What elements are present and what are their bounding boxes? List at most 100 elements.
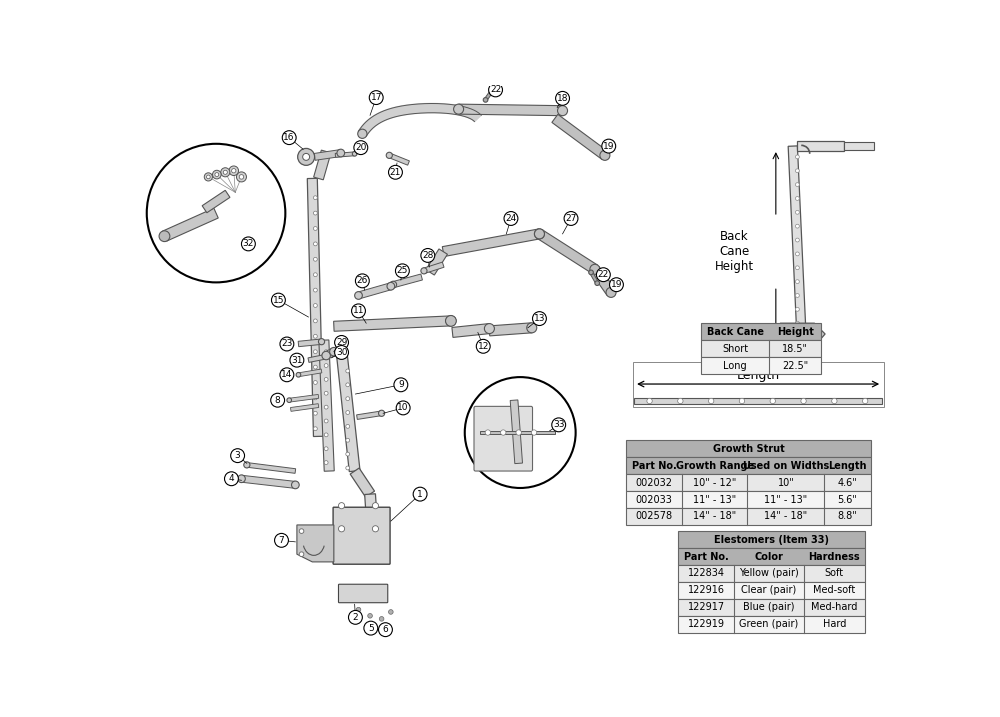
Circle shape [446, 316, 456, 326]
Polygon shape [334, 316, 451, 331]
Polygon shape [426, 249, 447, 275]
Circle shape [564, 212, 578, 225]
Circle shape [804, 331, 809, 337]
Polygon shape [241, 475, 296, 488]
Circle shape [204, 173, 212, 181]
Bar [633, 363, 884, 407]
Circle shape [552, 418, 566, 432]
Circle shape [484, 323, 494, 333]
Polygon shape [552, 114, 608, 159]
Circle shape [292, 481, 299, 489]
Text: Hardness: Hardness [809, 551, 860, 561]
Circle shape [795, 308, 799, 311]
Circle shape [534, 229, 544, 239]
Circle shape [318, 338, 325, 345]
Text: 17: 17 [370, 93, 382, 102]
Text: 22: 22 [490, 85, 501, 95]
Circle shape [395, 264, 409, 277]
Circle shape [413, 488, 427, 501]
Text: 6: 6 [383, 625, 388, 634]
Text: 18: 18 [557, 94, 568, 103]
Circle shape [795, 266, 799, 270]
Circle shape [355, 274, 369, 288]
Bar [626, 440, 871, 457]
Text: Growth
Strut
Length: Growth Strut Length [736, 339, 781, 382]
Circle shape [346, 397, 350, 401]
Circle shape [795, 335, 799, 339]
Circle shape [795, 196, 799, 200]
Circle shape [476, 339, 490, 353]
Polygon shape [358, 103, 481, 136]
Circle shape [280, 337, 294, 351]
Circle shape [421, 267, 427, 274]
Polygon shape [335, 152, 355, 157]
Polygon shape [797, 141, 844, 151]
Circle shape [346, 438, 350, 442]
Circle shape [801, 398, 806, 404]
Polygon shape [358, 283, 392, 299]
Circle shape [324, 391, 328, 395]
Text: 10: 10 [397, 404, 409, 412]
Text: 4.6": 4.6" [838, 478, 857, 488]
Circle shape [313, 212, 317, 215]
FancyBboxPatch shape [474, 407, 533, 471]
Circle shape [221, 168, 230, 177]
Text: 122834: 122834 [688, 569, 725, 579]
Circle shape [313, 288, 317, 292]
Circle shape [489, 83, 502, 97]
Polygon shape [336, 351, 360, 472]
Circle shape [298, 148, 315, 166]
Circle shape [396, 401, 410, 415]
Circle shape [602, 139, 616, 153]
Circle shape [358, 129, 367, 138]
Circle shape [795, 280, 799, 283]
Circle shape [795, 347, 800, 352]
Text: 13: 13 [534, 314, 545, 323]
Text: 26: 26 [357, 276, 368, 285]
Circle shape [324, 460, 328, 465]
Circle shape [590, 265, 600, 275]
Text: 14" - 18": 14" - 18" [693, 511, 736, 521]
Circle shape [346, 424, 350, 428]
Circle shape [313, 427, 317, 431]
Circle shape [516, 430, 521, 435]
Text: 122917: 122917 [688, 602, 725, 612]
Circle shape [225, 472, 238, 485]
Circle shape [313, 412, 317, 415]
Circle shape [337, 149, 345, 157]
Circle shape [355, 292, 362, 299]
Circle shape [795, 224, 799, 228]
Circle shape [313, 242, 317, 246]
Circle shape [739, 398, 745, 404]
FancyBboxPatch shape [338, 584, 388, 603]
Text: 002033: 002033 [636, 495, 673, 505]
Text: 25: 25 [397, 266, 408, 275]
Text: 12: 12 [478, 342, 489, 351]
Text: Height: Height [777, 327, 814, 337]
Circle shape [232, 168, 236, 173]
Text: 3: 3 [235, 451, 240, 460]
Circle shape [465, 377, 576, 488]
Text: Soft: Soft [825, 569, 844, 579]
Circle shape [387, 282, 395, 290]
Circle shape [147, 144, 285, 282]
Text: 19: 19 [611, 280, 622, 289]
Text: 24: 24 [505, 214, 517, 223]
Circle shape [379, 623, 392, 637]
Text: 22.5": 22.5" [782, 361, 808, 371]
Circle shape [795, 210, 799, 214]
Polygon shape [308, 355, 324, 362]
Circle shape [335, 346, 348, 359]
Text: 21: 21 [390, 168, 401, 177]
Text: 4: 4 [229, 474, 234, 483]
Text: Part No.: Part No. [684, 551, 729, 561]
Circle shape [533, 312, 546, 326]
Circle shape [600, 151, 610, 161]
Circle shape [346, 466, 350, 470]
Text: Blue (pair): Blue (pair) [743, 602, 795, 612]
Polygon shape [324, 348, 336, 359]
Circle shape [207, 175, 210, 179]
Circle shape [313, 381, 317, 384]
Circle shape [299, 552, 304, 556]
Bar [678, 582, 865, 599]
